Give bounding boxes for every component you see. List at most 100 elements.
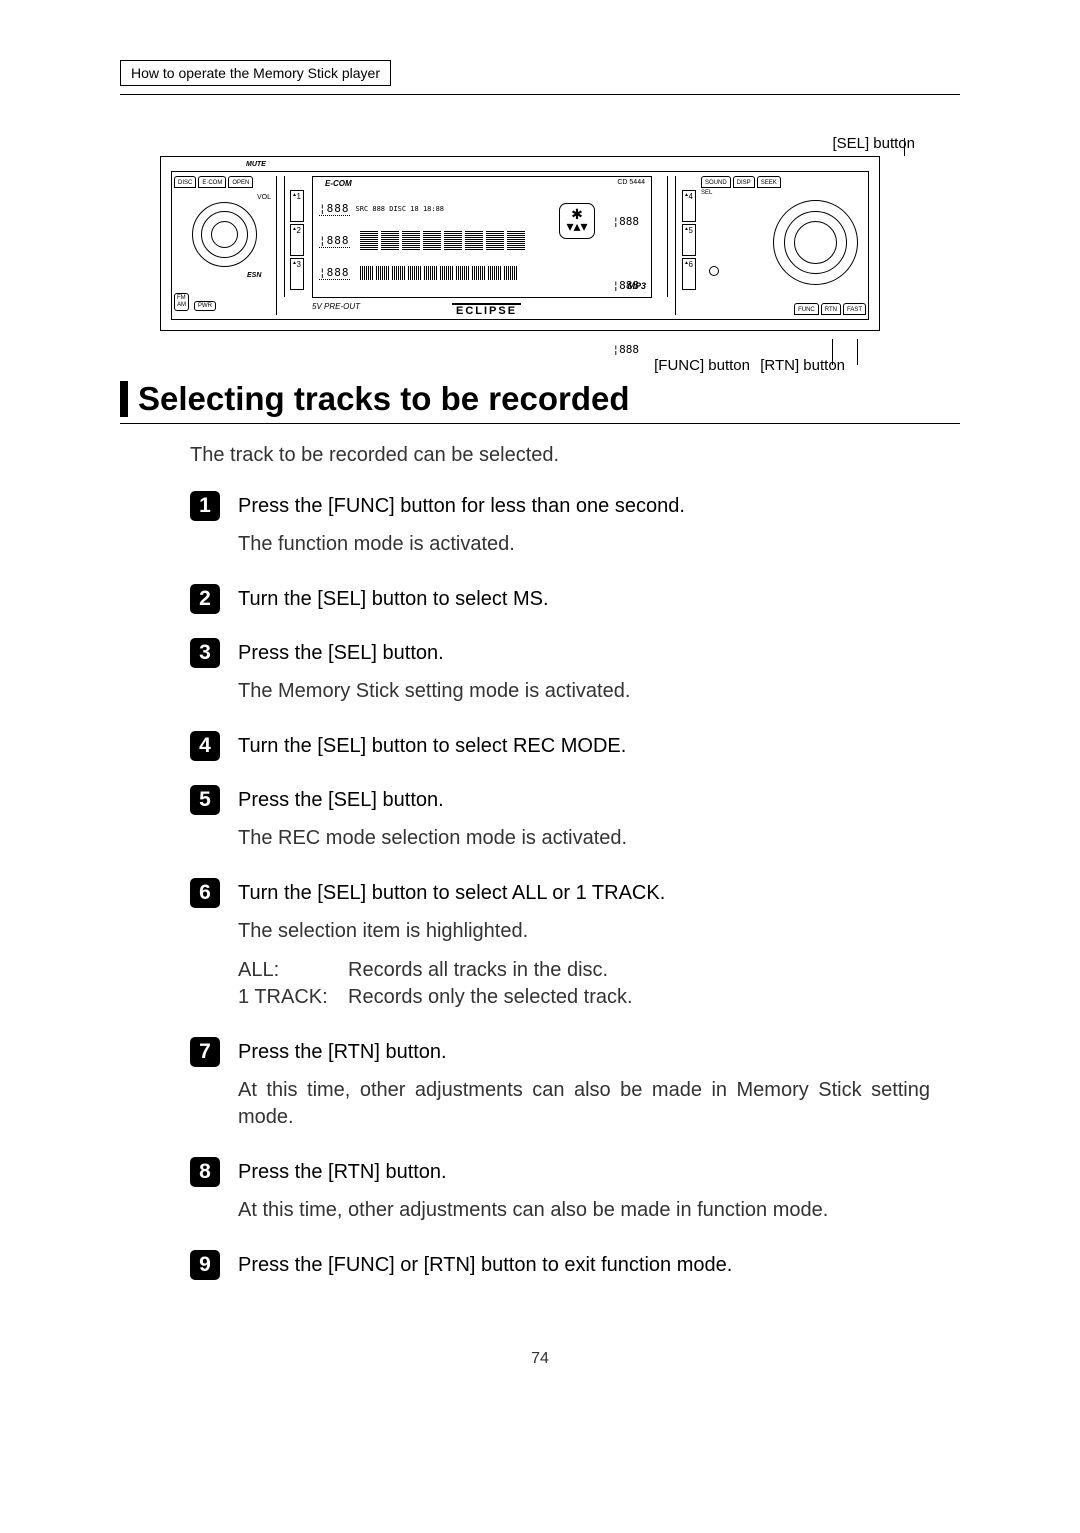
disc-button: DISC	[174, 176, 196, 188]
radio-diagram-container: MUTE DISC E·COM OPEN VOL ESN FMAM PWR 1 …	[160, 156, 960, 331]
segment-display: ¦888	[319, 234, 350, 248]
preset-2: 2	[290, 224, 304, 256]
divider-line	[667, 176, 668, 297]
preset-buttons-left: 1 2 3	[290, 190, 304, 292]
radio-inner-frame: DISC E·COM OPEN VOL ESN FMAM PWR 1 2 3 E…	[171, 171, 869, 320]
func-button: FUNC	[794, 303, 819, 315]
step-title: Turn the [SEL] button to select MS.	[238, 584, 930, 614]
indicator-circle	[709, 266, 719, 276]
intro-text: The track to be recorded can be selected…	[190, 444, 960, 467]
radio-display: E-COM CD 5444 ¦888 SRC 888 DISC 18 18:88…	[312, 176, 652, 298]
step-desc: At this time, other adjustments can also…	[238, 1077, 930, 1131]
step-content: Press the [SEL] button. The REC mode sel…	[238, 785, 960, 864]
option-row: 1 TRACK: Records only the selected track…	[238, 984, 930, 1011]
preset-4: 4	[682, 190, 696, 222]
section-title-wrap: Selecting tracks to be recorded	[120, 381, 960, 417]
divider-line	[276, 176, 277, 315]
breadcrumb: How to operate the Memory Stick player	[120, 60, 391, 86]
step-number: 8	[190, 1157, 220, 1187]
esn-label: ESN	[247, 272, 261, 279]
vol-label: VOL	[257, 194, 271, 201]
rtn-button-label: [RTN] button	[760, 357, 845, 374]
step-number: 1	[190, 491, 220, 521]
seek-button: SEEK	[757, 176, 781, 188]
func-button-label: [FUNC] button	[654, 357, 750, 374]
preset-1: 1	[290, 190, 304, 222]
section-divider	[120, 423, 960, 424]
pwr-button: PWR	[194, 301, 216, 311]
step-title: Turn the [SEL] button to select ALL or 1…	[238, 878, 930, 908]
radio-diagram: MUTE DISC E·COM OPEN VOL ESN FMAM PWR 1 …	[160, 156, 880, 331]
step-content: Turn the [SEL] button to select MS.	[238, 584, 960, 624]
step-title: Press the [FUNC] or [RTN] button to exit…	[238, 1250, 930, 1280]
step-8: 8 Press the [RTN] button. At this time, …	[190, 1157, 960, 1236]
preset-6: 6	[682, 258, 696, 290]
option-text: Records only the selected track.	[348, 984, 633, 1011]
step-5: 5 Press the [SEL] button. The REC mode s…	[190, 785, 960, 864]
divider-line	[284, 176, 285, 297]
option-text: Records all tracks in the disc.	[348, 957, 608, 984]
section-bar-icon	[120, 381, 128, 417]
step-desc: The REC mode selection mode is activated…	[238, 825, 930, 852]
step-title: Press the [FUNC] button for less than on…	[238, 491, 930, 521]
step-number: 9	[190, 1250, 220, 1280]
sel-knob	[773, 200, 858, 285]
rtn-button: RTN	[821, 303, 841, 315]
step-desc: The Memory Stick setting mode is activat…	[238, 678, 930, 705]
option-row: ALL: Records all tracks in the disc.	[238, 957, 930, 984]
section-title: Selecting tracks to be recorded	[138, 381, 630, 417]
step-number: 4	[190, 731, 220, 761]
display-row-3: ¦888 ¦888	[319, 259, 645, 287]
page-number: 74	[120, 1350, 960, 1368]
divider-line	[675, 176, 676, 315]
step-title: Press the [RTN] button.	[238, 1037, 930, 1067]
rtn-callout-line	[857, 339, 858, 365]
step-4: 4 Turn the [SEL] button to select REC MO…	[190, 731, 960, 771]
left-button-group: DISC E·COM OPEN	[174, 176, 253, 188]
mute-label: MUTE	[246, 161, 266, 168]
step-7: 7 Press the [RTN] button. At this time, …	[190, 1037, 960, 1143]
spectrum-blocks	[360, 231, 525, 251]
step-title: Press the [SEL] button.	[238, 785, 930, 815]
step-content: Turn the [SEL] button to select ALL or 1…	[238, 878, 960, 1023]
header-divider	[120, 94, 960, 95]
right-bottom-buttons: FUNC RTN FAST	[794, 303, 866, 315]
segment-labels: SRC 888 DISC 18 18:88	[356, 205, 445, 213]
ecom-display-label: E-COM	[325, 179, 352, 188]
display-row-1: ¦888 SRC 888 DISC 18 18:88 ¦888	[319, 195, 645, 223]
step-content: Press the [RTN] button. At this time, ot…	[238, 1157, 960, 1236]
step-number: 5	[190, 785, 220, 815]
sel-button-label: [SEL] button	[120, 135, 960, 152]
display-row-2: ¦888 ¦888	[319, 227, 645, 255]
preset-3: 3	[290, 258, 304, 290]
step-9: 9 Press the [FUNC] or [RTN] button to ex…	[190, 1250, 960, 1290]
step-6: 6 Turn the [SEL] button to select ALL or…	[190, 878, 960, 1023]
step-1: 1 Press the [FUNC] button for less than …	[190, 491, 960, 570]
volume-knob	[192, 202, 257, 267]
segment-display: ¦888	[319, 266, 350, 280]
preout-label: 5V PRE-OUT	[312, 302, 360, 311]
step-2: 2 Turn the [SEL] button to select MS.	[190, 584, 960, 624]
fast-button: FAST	[843, 303, 866, 315]
segment-display: ¦888	[613, 343, 640, 356]
segment-display: ¦888	[319, 202, 350, 216]
preset-buttons-right: 4 5 6	[682, 190, 696, 292]
preset-5: 5	[682, 224, 696, 256]
step-desc: At this time, other adjustments can also…	[238, 1197, 930, 1224]
step-title: Press the [RTN] button.	[238, 1157, 930, 1187]
step-number: 2	[190, 584, 220, 614]
step-title: Press the [SEL] button.	[238, 638, 930, 668]
ecom-button: E·COM	[198, 176, 226, 188]
step-desc: The function mode is activated.	[238, 531, 930, 558]
open-button: OPEN	[228, 176, 253, 188]
bar-blocks	[360, 266, 518, 280]
mp3-label: MP3	[627, 281, 646, 291]
step-content: Turn the [SEL] button to select REC MODE…	[238, 731, 960, 771]
right-panel: SOUND DISP SEEK SEL FUNC RTN FAST	[701, 176, 866, 315]
step-desc: The selection item is highlighted.	[238, 918, 930, 945]
step-number: 7	[190, 1037, 220, 1067]
step-title: Turn the [SEL] button to select REC MODE…	[238, 731, 930, 761]
disp-button: DISP	[733, 176, 755, 188]
options-table: ALL: Records all tracks in the disc. 1 T…	[238, 957, 930, 1011]
step-content: Press the [FUNC] or [RTN] button to exit…	[238, 1250, 960, 1290]
